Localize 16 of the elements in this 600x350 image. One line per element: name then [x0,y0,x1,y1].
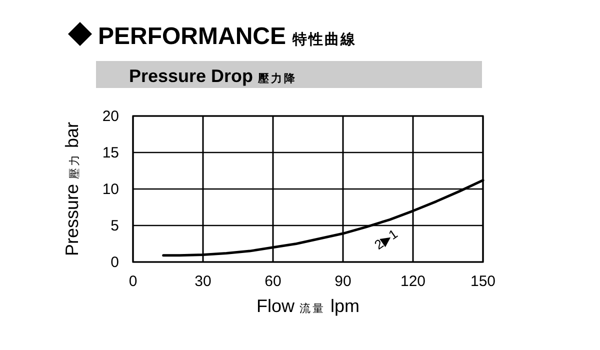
x-tick-label: 60 [264,273,282,290]
y-axis-title: Pressure 壓力 bar [62,122,82,256]
y-tick-label: 20 [102,108,119,125]
x-tick-label: 0 [128,273,138,290]
y-tick-label: 5 [110,218,119,234]
y-tick-label: 10 [102,181,119,198]
chart-title: PERFORMANCE 特性曲線 [98,23,357,50]
y-tick-label: 15 [102,144,119,162]
x-tick-label: 120 [400,273,426,290]
x-tick-label: 90 [334,273,352,290]
x-axis-title: Flow 流量 lpm [256,296,360,316]
y-tick-label: 0 [110,254,119,271]
x-tick-label: 150 [470,273,496,290]
x-tick-label: 30 [194,273,212,290]
chart-subtitle: Pressure Drop 壓力降 [129,66,298,86]
annotation: 2▶1 [372,226,400,252]
